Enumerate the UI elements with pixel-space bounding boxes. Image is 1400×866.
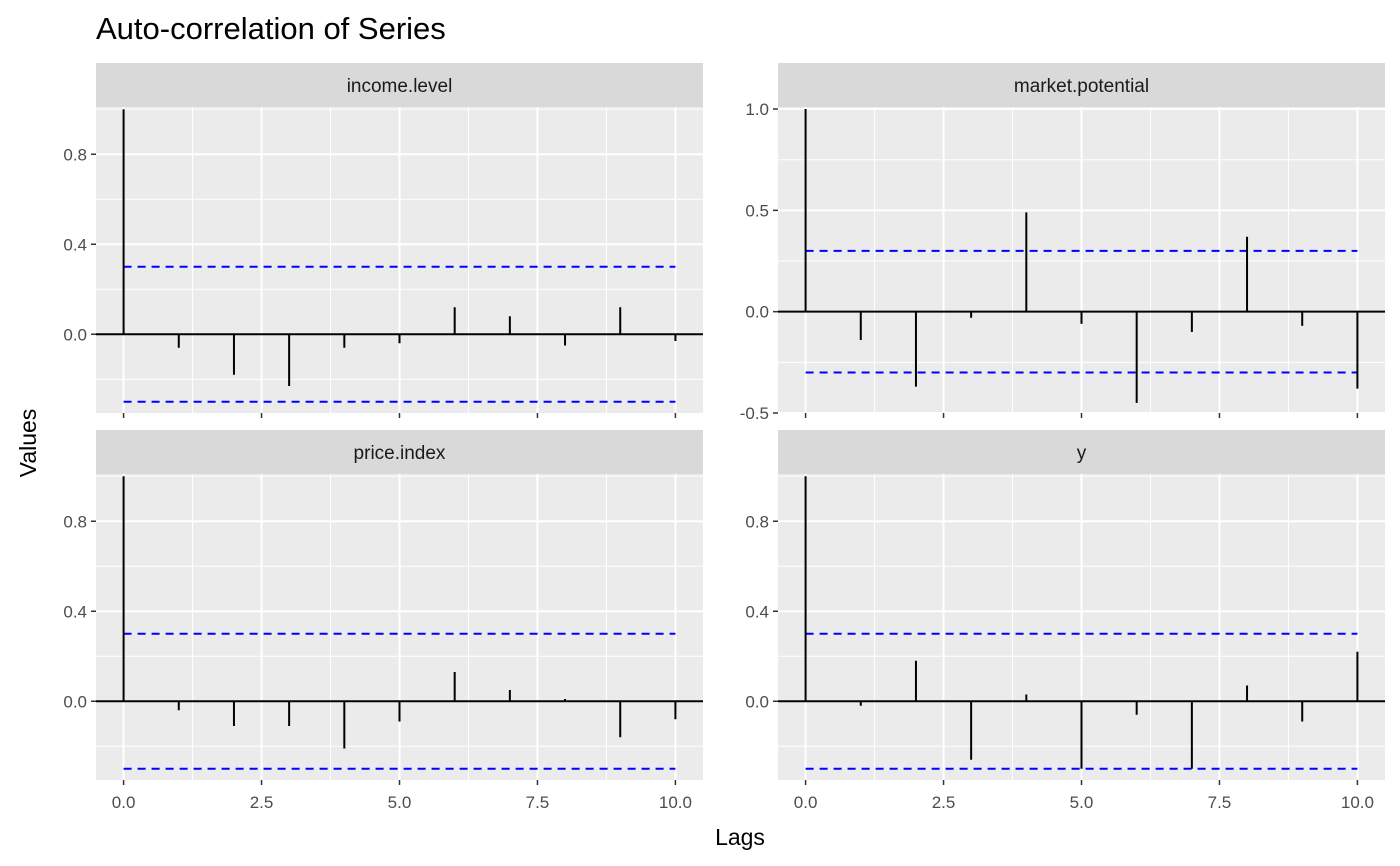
facet-strip-label: price.index [354,443,446,464]
y-tick-label: 0.8 [745,512,769,531]
x-tick-label: 10.0 [1341,793,1374,812]
facet-strip [778,430,1385,474]
facet-panel-income-level: income.level 0.0 0.4 0.8 [63,63,703,418]
facet-strip-label: y [1077,443,1087,464]
x-tick-label: 0.0 [112,793,136,812]
y-tick-label: 0.8 [63,512,87,531]
facet-strip [778,63,1385,107]
x-tick-label: 2.5 [932,793,956,812]
facet-strip-label: market.potential [1014,76,1149,97]
y-tick-label: 1.0 [745,100,769,119]
y-tick-label: 0.4 [63,602,87,621]
y-tick-label: 0.4 [745,602,769,621]
x-tick-label: 7.5 [526,793,550,812]
x-tick-label: 2.5 [250,793,274,812]
facet-panel-price-index: price.index 0.0 0.4 0.8 0.0 2.5 5.0 7.5 10.0 [63,430,703,812]
x-tick-label: 10.0 [659,793,692,812]
facet-strip-label: income.level [347,76,453,97]
facet-strip [96,430,703,474]
y-tick-label: 0.0 [745,692,769,711]
y-axis-title: Values [15,409,41,478]
y-tick-label: 0.5 [745,201,769,220]
facet-panels: income.level 0.0 0.4 0.8 market.potential -0.… [63,63,1385,812]
facet-panel-market-potential: market.potential -0.5 0.0 0.5 1.0 [740,63,1385,423]
facet-panel-y: y 0.0 0.4 0.8 0.0 2.5 5.0 7.5 10.0 [745,430,1385,812]
y-tick-label: 0.4 [63,235,87,254]
y-tick-label: 0.0 [63,692,87,711]
plot-title: Auto-correlation of Series [96,11,446,46]
y-tick-label: -0.5 [740,404,769,423]
y-tick-label: 0.0 [63,325,87,344]
x-tick-label: 7.5 [1208,793,1232,812]
x-axis-title: Lags [715,824,765,850]
facet-strip [96,63,703,107]
x-tick-label: 5.0 [388,793,412,812]
x-tick-label: 5.0 [1070,793,1094,812]
y-tick-label: 0.8 [63,145,87,164]
y-tick-label: 0.0 [745,303,769,322]
x-tick-label: 0.0 [794,793,818,812]
